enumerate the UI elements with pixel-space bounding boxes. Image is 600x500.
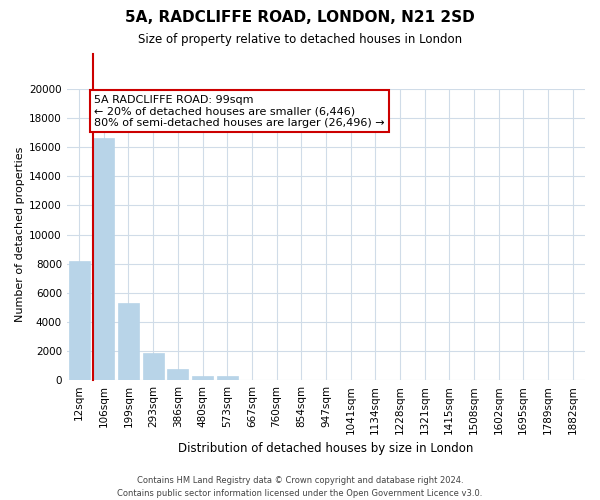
Bar <box>167 369 188 380</box>
Text: Size of property relative to detached houses in London: Size of property relative to detached ho… <box>138 32 462 46</box>
Bar <box>68 260 89 380</box>
Text: 5A RADCLIFFE ROAD: 99sqm
← 20% of detached houses are smaller (6,446)
80% of sem: 5A RADCLIFFE ROAD: 99sqm ← 20% of detach… <box>94 95 385 128</box>
Bar <box>118 303 139 380</box>
Bar <box>143 353 164 380</box>
Bar <box>192 376 213 380</box>
Bar <box>217 376 238 380</box>
X-axis label: Distribution of detached houses by size in London: Distribution of detached houses by size … <box>178 442 473 455</box>
Bar <box>94 138 114 380</box>
Y-axis label: Number of detached properties: Number of detached properties <box>15 147 25 322</box>
Text: Contains HM Land Registry data © Crown copyright and database right 2024.
Contai: Contains HM Land Registry data © Crown c… <box>118 476 482 498</box>
Text: 5A, RADCLIFFE ROAD, LONDON, N21 2SD: 5A, RADCLIFFE ROAD, LONDON, N21 2SD <box>125 10 475 25</box>
